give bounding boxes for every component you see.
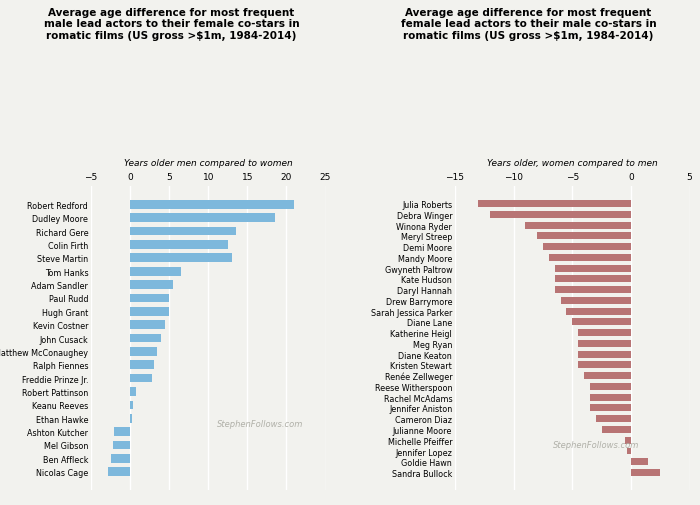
Bar bbox=[130, 214, 274, 223]
Bar bbox=[601, 426, 631, 433]
Bar bbox=[625, 437, 631, 444]
Bar bbox=[130, 227, 236, 236]
Bar bbox=[479, 200, 631, 208]
Bar bbox=[554, 276, 631, 283]
Bar bbox=[130, 374, 152, 383]
Text: StephenFollows.com: StephenFollows.com bbox=[552, 440, 639, 449]
Bar bbox=[130, 321, 165, 329]
X-axis label: Years older, women compared to men: Years older, women compared to men bbox=[487, 159, 657, 168]
Bar bbox=[578, 329, 631, 336]
Bar bbox=[130, 241, 228, 249]
Text: Average age difference for most frequent
female lead actors to their male co-sta: Average age difference for most frequent… bbox=[400, 8, 657, 41]
Bar bbox=[554, 286, 631, 293]
Bar bbox=[130, 400, 133, 410]
Bar bbox=[130, 254, 232, 263]
Bar bbox=[627, 447, 631, 454]
Text: Average age difference for most frequent
male lead actors to their female co-sta: Average age difference for most frequent… bbox=[43, 8, 300, 41]
Bar bbox=[130, 414, 132, 423]
Bar bbox=[596, 416, 631, 422]
Bar bbox=[537, 233, 631, 240]
Bar bbox=[578, 351, 631, 358]
Bar bbox=[130, 294, 169, 302]
Bar bbox=[554, 265, 631, 272]
Bar bbox=[130, 281, 173, 289]
Bar bbox=[130, 267, 181, 276]
Bar bbox=[114, 427, 130, 436]
Bar bbox=[578, 362, 631, 369]
Bar bbox=[590, 383, 631, 390]
Bar bbox=[631, 469, 660, 476]
Bar bbox=[549, 255, 631, 261]
Bar bbox=[573, 319, 631, 326]
Bar bbox=[490, 212, 631, 218]
Bar bbox=[584, 373, 631, 379]
Text: StephenFollows.com: StephenFollows.com bbox=[217, 419, 303, 428]
Bar bbox=[566, 308, 631, 315]
Bar bbox=[130, 334, 161, 343]
Bar bbox=[590, 394, 631, 401]
Bar bbox=[108, 468, 130, 476]
Bar bbox=[130, 308, 169, 316]
Bar bbox=[113, 441, 130, 449]
Bar bbox=[543, 243, 631, 250]
Bar bbox=[525, 222, 631, 229]
Bar bbox=[130, 361, 153, 369]
Bar bbox=[578, 340, 631, 347]
Bar bbox=[561, 297, 631, 304]
X-axis label: Years older men compared to women: Years older men compared to women bbox=[124, 159, 293, 168]
Bar bbox=[590, 405, 631, 412]
Bar bbox=[130, 387, 136, 396]
Bar bbox=[111, 454, 130, 463]
Bar bbox=[130, 200, 294, 209]
Bar bbox=[631, 459, 648, 465]
Bar bbox=[130, 347, 158, 356]
